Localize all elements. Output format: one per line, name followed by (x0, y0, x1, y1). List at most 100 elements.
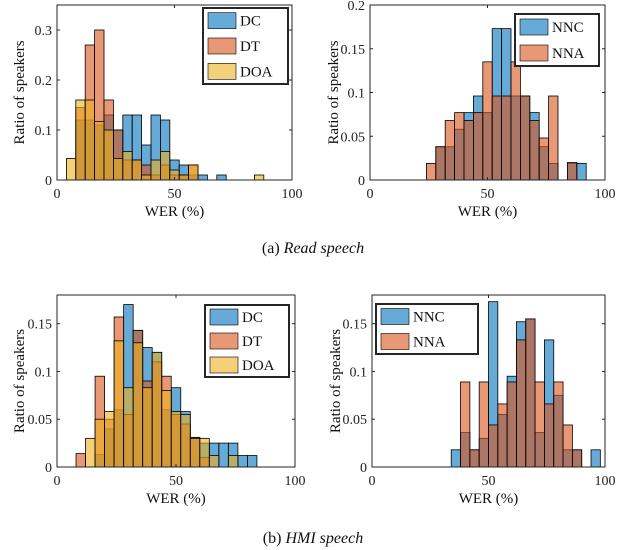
bar-NNA-54 (497, 403, 508, 468)
x-tick-label: 0 (369, 474, 376, 489)
x-axis-label: WER (%) (458, 204, 518, 220)
legend-label-NNA: NNA (552, 46, 585, 62)
x-tick-label: 100 (285, 474, 306, 489)
legend-swatch-DT (209, 332, 239, 350)
bar-DOA-24 (113, 340, 125, 468)
bar-NNA-44 (472, 112, 484, 181)
bar-NNA-64 (520, 95, 531, 181)
legend-swatch-NNC (380, 308, 410, 325)
bar-DOA-32 (132, 342, 144, 468)
y-axis-label: Ratio of speakers (328, 329, 344, 433)
bar-NNA-58 (506, 381, 517, 468)
bar-NNA-28 (435, 146, 446, 181)
bar-DOA-12 (85, 437, 96, 468)
y-axis-label: Ratio of speakers (12, 329, 28, 433)
x-tick-label: 50 (482, 474, 496, 489)
bar-DOA-56 (189, 437, 201, 468)
bar-NNA-40 (463, 120, 474, 181)
legend-label-DT: DT (242, 334, 262, 350)
bar-NNA-66 (525, 318, 536, 468)
legend-swatch-DOA (207, 63, 237, 80)
legend-label-NNA: NNA (413, 335, 446, 351)
bar-NNA-72 (538, 137, 550, 181)
x-tick-label: 0 (54, 187, 61, 202)
bar-DOA-8 (75, 99, 86, 181)
legend-swatch-DC (209, 308, 239, 326)
bar-DOA-32 (131, 159, 142, 181)
legend-label-DC: DC (240, 14, 261, 30)
bar-NNC-34 (450, 449, 461, 468)
bar-DC-68 (218, 442, 229, 468)
bar-DOA-12 (84, 99, 95, 181)
y-tick-label: 0.2 (348, 0, 366, 14)
legend-swatch-DT (207, 37, 237, 55)
bar-NNA-82 (562, 424, 573, 468)
x-tick-label: 100 (595, 474, 616, 489)
legend: NNC NNA (375, 303, 479, 355)
y-tick-label: 0 (45, 174, 52, 189)
y-tick-label: 0.05 (343, 413, 368, 428)
y-axis-label: Ratio of speakers (12, 40, 28, 144)
bar-NNA-46 (478, 381, 489, 468)
legend-label-DT: DT (240, 39, 260, 55)
bar-NNA-68 (529, 120, 540, 181)
legend-swatch-NNA (519, 44, 549, 62)
y-tick-label: 0.15 (343, 318, 368, 333)
x-tick-label: 100 (282, 187, 303, 202)
series-NNA (425, 61, 578, 181)
y-tick-label: 0 (360, 461, 367, 476)
bar-DOA-40 (151, 351, 163, 468)
bar-NNA-32 (444, 120, 456, 181)
bar-NNC-88 (576, 162, 587, 181)
bar-DOA-84 (253, 174, 265, 181)
legend-swatch-DOA (209, 356, 239, 374)
bar-NNA-48 (482, 61, 493, 181)
bar-NNA-56 (501, 95, 512, 181)
bar-DOA-60 (199, 437, 210, 468)
x-tick-label: 50 (168, 187, 182, 202)
y-tick-label: 0.15 (341, 43, 366, 58)
caption-b: (b) HMI speech (263, 530, 363, 547)
legend-label-NNC: NNC (413, 310, 445, 326)
y-tick-label: 0.1 (348, 87, 366, 102)
legend-label-DOA: DOA (240, 64, 273, 80)
bar-DT-8 (75, 453, 86, 468)
bar-DOA-28 (122, 151, 133, 181)
bar-DOA-44 (159, 151, 171, 181)
legend: DC DT DOA (202, 7, 289, 85)
y-tick-label: 0 (45, 461, 52, 476)
bar-NNA-36 (454, 112, 465, 181)
x-axis-label: WER (%) (459, 491, 519, 507)
bar-DOA-64 (208, 455, 220, 468)
x-tick-label: 50 (481, 187, 495, 202)
panel-1: 0 50 100 0 0.05 0.1 0.15 0.2 WER (%) Ratio of spe… (326, 0, 616, 220)
x-axis-label: WER (%) (145, 204, 205, 220)
y-tick-label: 0.1 (35, 365, 53, 380)
bar-NNA-70 (534, 381, 545, 468)
bar-DOA-24 (113, 158, 124, 181)
bar-NNA-78 (553, 381, 564, 468)
y-tick-label: 0.05 (341, 130, 366, 145)
bar-DOA-28 (123, 387, 134, 468)
bar-NNA-52 (491, 95, 503, 181)
x-tick-label: 100 (595, 187, 616, 202)
bar-NNA-42 (469, 449, 480, 468)
x-axis-label: WER (%) (146, 491, 206, 507)
bar-DC-76 (237, 455, 248, 468)
legend-swatch-DC (207, 12, 237, 29)
bar-DOA-20 (104, 411, 115, 468)
y-tick-label: 0.2 (35, 74, 53, 89)
legend-label-NNC: NNC (552, 20, 584, 36)
series-NNA (460, 318, 583, 468)
bar-DOA-36 (142, 387, 153, 468)
series-DOA (85, 340, 239, 468)
y-tick-label: 0.1 (350, 365, 368, 380)
y-axis-label: Ratio of speakers (326, 40, 342, 144)
bar-DOA-44 (161, 390, 172, 468)
bar-DC-60 (197, 174, 208, 181)
y-tick-label: 0.15 (28, 318, 53, 333)
bar-NNA-84 (567, 162, 578, 181)
bar-DOA-16 (94, 418, 106, 468)
panel-3: 0 50 100 0 0.05 0.1 0.15 WER (%) Ratio of speake… (328, 294, 616, 507)
